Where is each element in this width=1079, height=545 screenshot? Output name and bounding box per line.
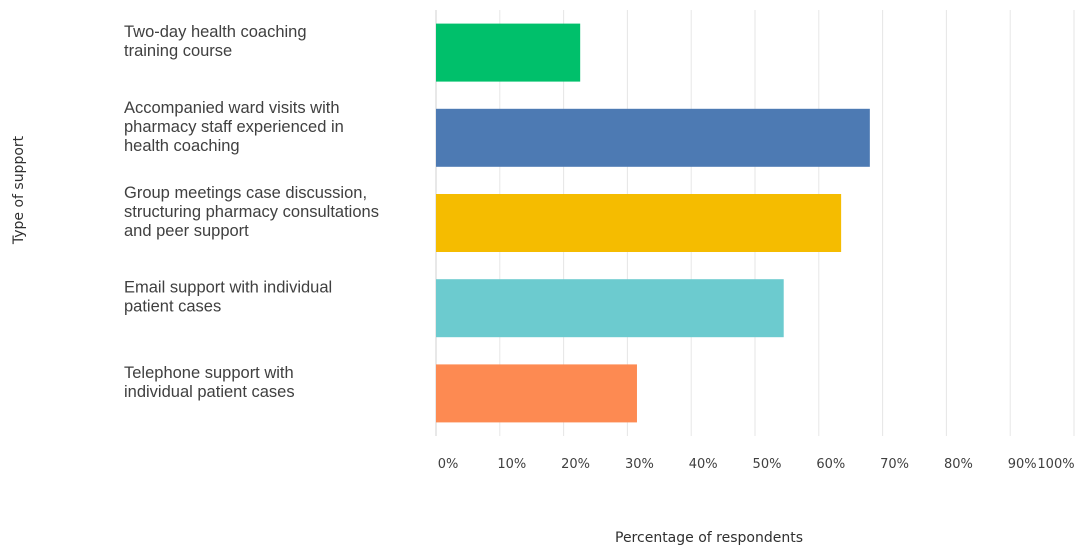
x-tick-label: 30% (625, 457, 654, 472)
x-axis-title: Percentage of respondents (615, 530, 803, 545)
category-labels: Two-day health coaching training course Ac… (124, 23, 379, 401)
bar (436, 194, 842, 252)
category-label: Accompanied ward visits with pharmacy sta… (124, 99, 344, 155)
bars (436, 23, 870, 423)
bar (436, 108, 870, 167)
x-tick-label: 70% (880, 457, 909, 472)
x-tick-label: 50% (753, 457, 782, 472)
category-label: Two-day health coaching training course (124, 23, 307, 60)
x-tick-label: 80% (944, 457, 973, 472)
category-label: Email support with individual patient cas… (124, 279, 332, 316)
x-tick-label: 10% (497, 457, 526, 472)
category-label: Group meetings case discussion, structuri… (124, 184, 379, 240)
x-tick-label: 40% (689, 457, 718, 472)
x-tick-labels: 0% 10% 20% 30% 40% 50% 60% 70% 80% 90% 100% (438, 457, 1075, 472)
bar (436, 279, 784, 338)
x-tick-label: 0% (438, 457, 459, 472)
x-tick-label: 60% (816, 457, 845, 472)
x-tick-label: 100% (1037, 457, 1074, 472)
x-tick-label: 90% (1008, 457, 1037, 472)
x-tick-label: 20% (561, 457, 590, 472)
bar (436, 23, 581, 82)
y-axis-title: Type of support (11, 135, 27, 245)
bar (436, 364, 637, 423)
category-label: Telephone support with individual patient… (124, 364, 295, 401)
